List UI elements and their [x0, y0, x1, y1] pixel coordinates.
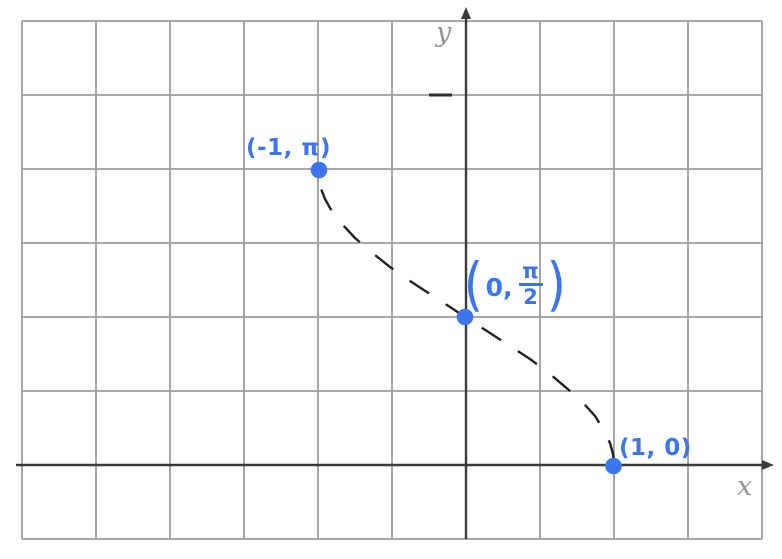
- y-axis-label: y: [436, 17, 452, 48]
- axes: [16, 7, 774, 539]
- fraction-denominator: 2: [523, 284, 538, 309]
- point-0-halfpi: [456, 308, 474, 326]
- y-axis-arrow-icon: [461, 7, 471, 19]
- point-neg1-pi: [310, 161, 328, 179]
- arccos-dashed-curve: [316, 169, 616, 466]
- label-prefix: 0,: [485, 272, 513, 302]
- data-points: [310, 161, 622, 475]
- label-point-neg1-pi: (-1, π): [246, 135, 332, 161]
- label-point-1-0: (1, 0): [619, 435, 692, 461]
- x-axis-arrow-icon: [762, 460, 774, 470]
- label-point-0-halfpi: ( 0, π 2 ): [462, 250, 567, 318]
- x-axis-label: x: [737, 471, 753, 502]
- grid-lines: [21, 20, 763, 540]
- close-paren: ): [546, 250, 566, 318]
- open-paren: (: [463, 250, 483, 318]
- fraction-numerator: π: [522, 258, 539, 283]
- fraction: π 2: [518, 258, 543, 309]
- point-1-0: [605, 457, 622, 475]
- fraction-bar: [518, 282, 543, 286]
